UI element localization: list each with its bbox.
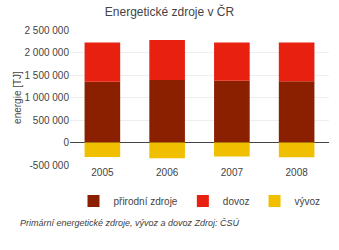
svg-text:2006: 2006: [156, 167, 179, 178]
svg-text:2008: 2008: [286, 167, 309, 178]
svg-text:2005: 2005: [91, 167, 114, 178]
svg-text:2007: 2007: [221, 167, 244, 178]
svg-text:přirodní zdroje: přirodní zdroje: [114, 196, 178, 207]
svg-text:2 000 000: 2 000 000: [25, 47, 70, 58]
svg-text:0: 0: [63, 137, 69, 148]
svg-text:500 000: 500 000: [33, 115, 70, 126]
svg-text:1 500 000: 1 500 000: [25, 70, 70, 81]
svg-text:2 500 000: 2 500 000: [25, 25, 70, 36]
svg-text:Primární energetické zdroje, v: Primární energetické zdroje, vývoz a dov…: [20, 218, 240, 228]
svg-text:-500 000: -500 000: [30, 160, 70, 171]
svg-text:dovoz: dovoz: [223, 196, 250, 207]
svg-text:Energetické zdroje v ČR: Energetické zdroje v ČR: [105, 4, 235, 19]
svg-text:vývoz: vývoz: [295, 196, 321, 207]
svg-text:energie [TJ]: energie [TJ]: [12, 71, 23, 124]
svg-text:1 000 000: 1 000 000: [25, 92, 70, 103]
